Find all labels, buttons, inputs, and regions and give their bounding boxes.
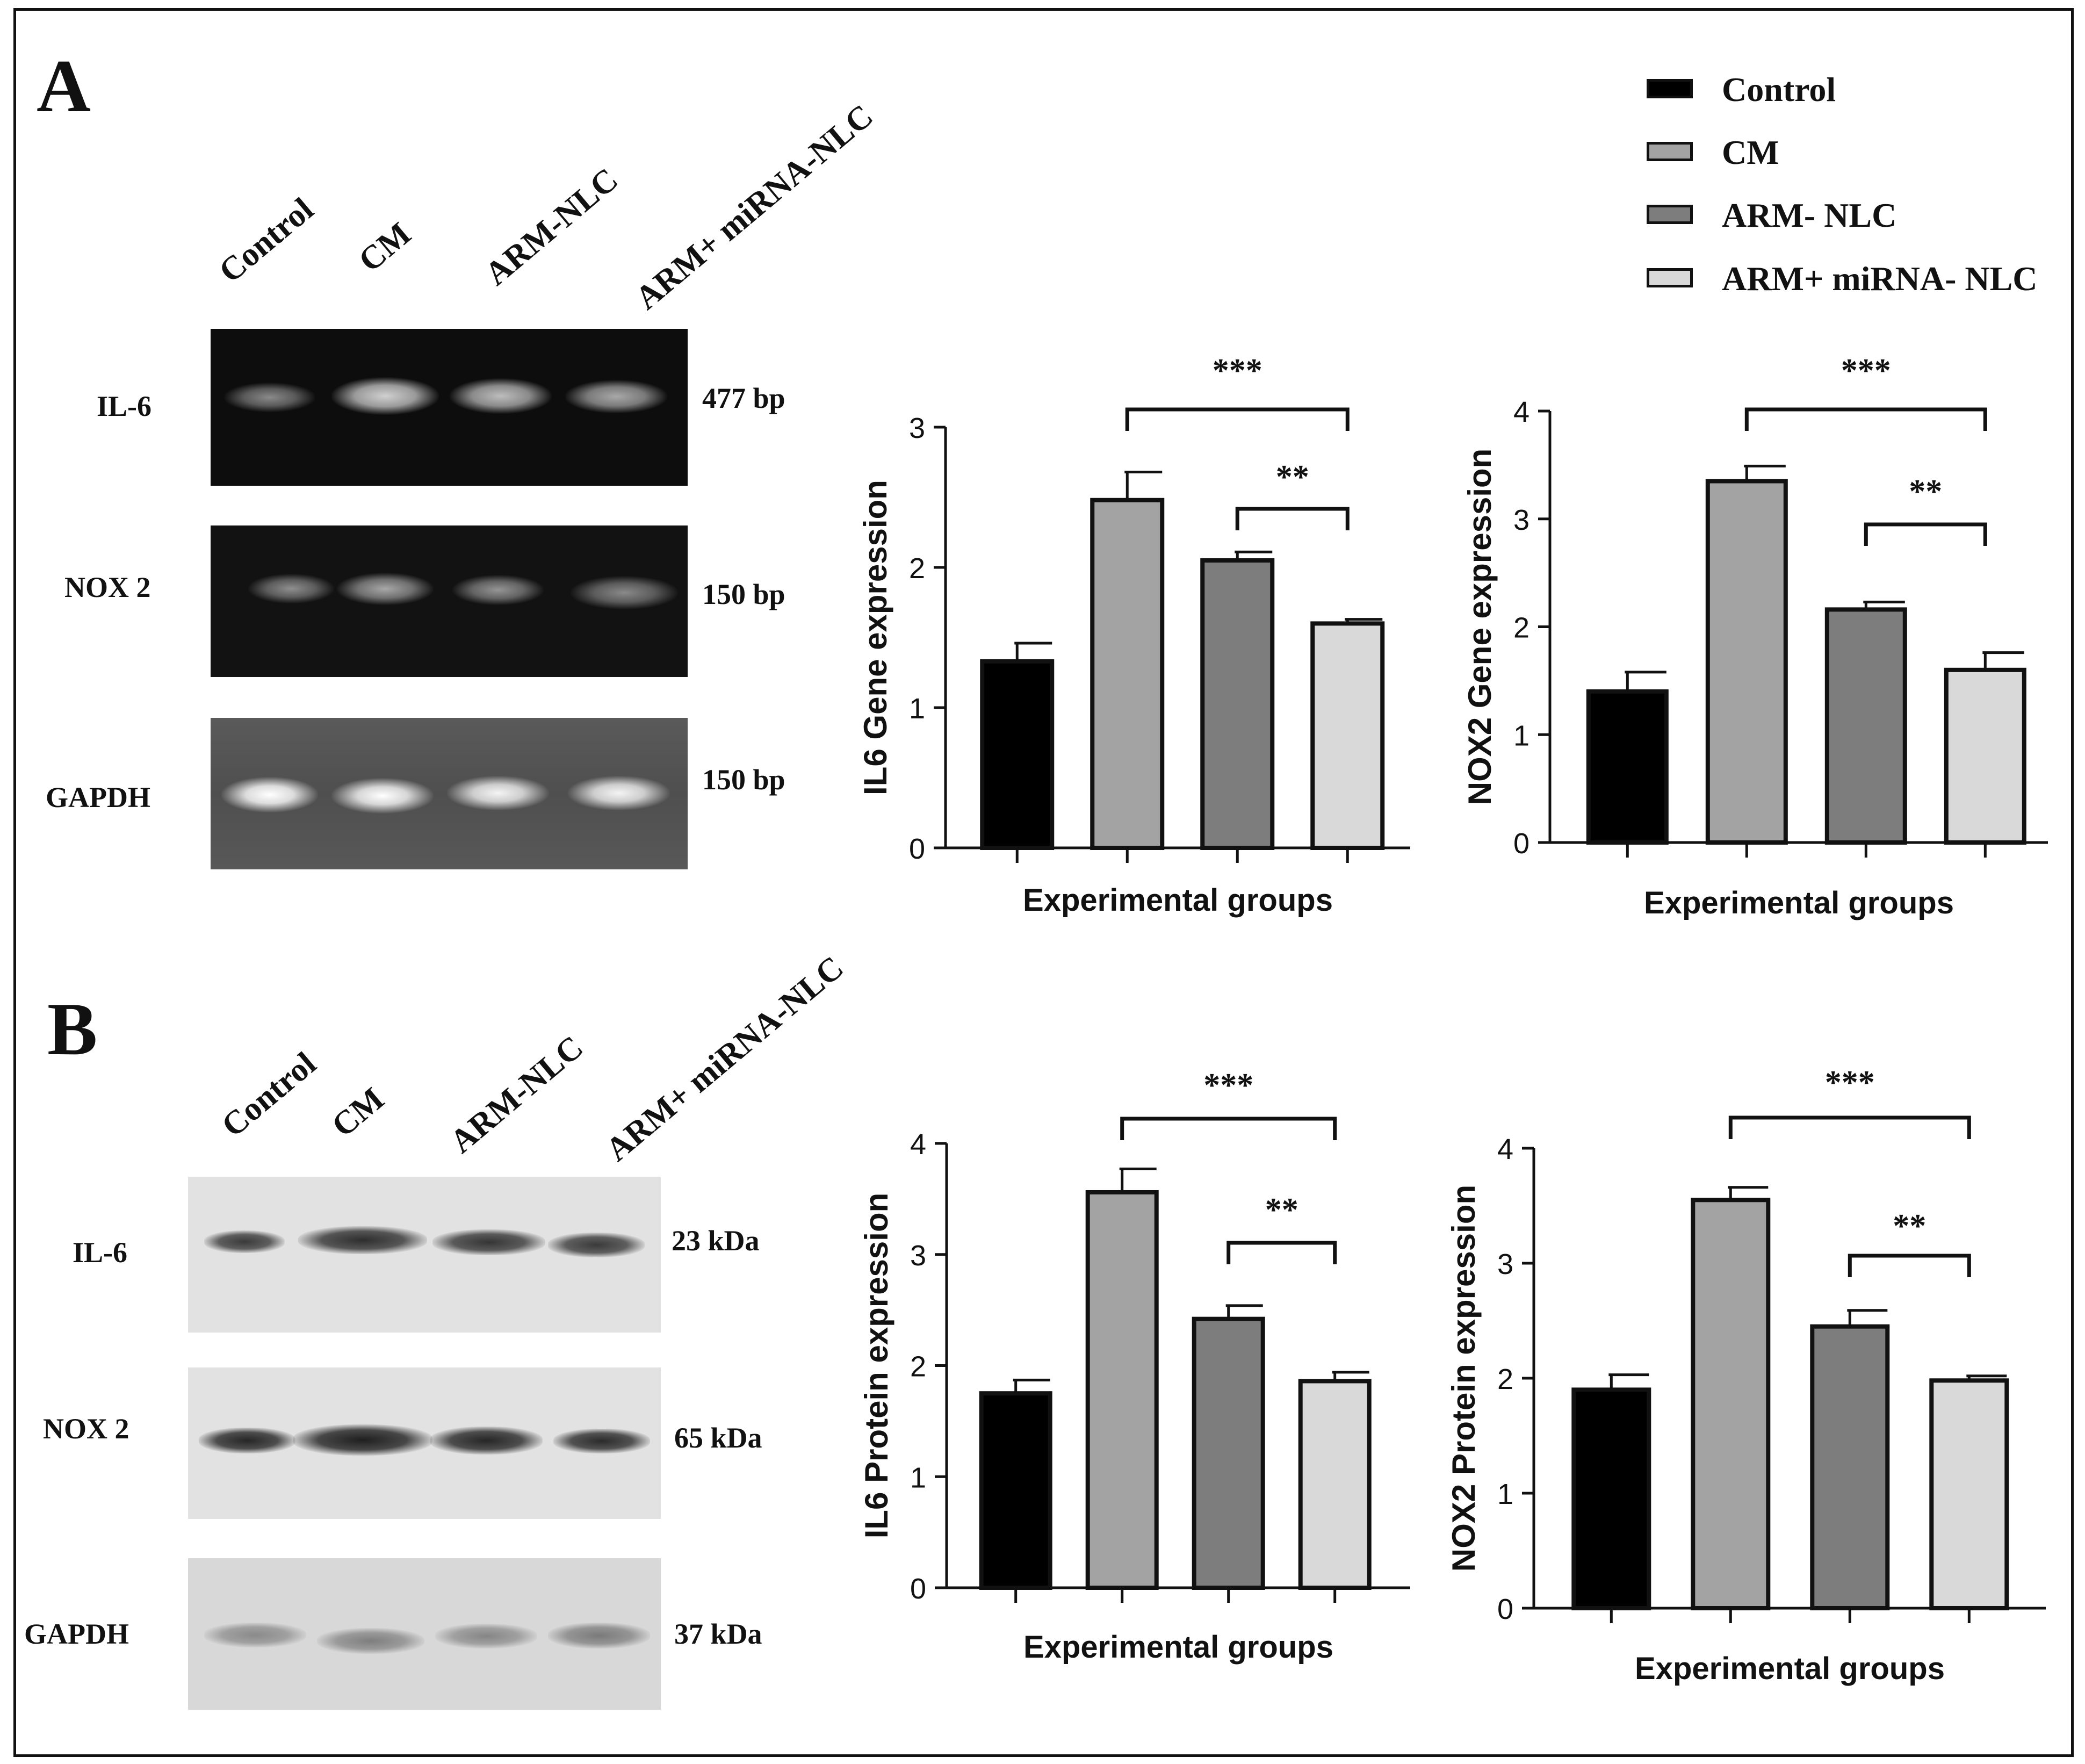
panel-b-blot-gapdh (188, 1558, 661, 1710)
significance-label: ** (1276, 459, 1309, 495)
panel-b-row-gapdh: GAPDH (24, 1618, 129, 1650)
y-axis-label: IL6 Gene expression (857, 480, 893, 795)
y-tick-label: 0 (910, 1573, 926, 1605)
significance-bracket (1864, 522, 1987, 546)
significance-bracket (1125, 407, 1350, 431)
legend-swatch (1647, 268, 1693, 287)
panel-a-row-gapdh: GAPDH (46, 781, 150, 813)
panel-b-row-nox2: NOX 2 (43, 1413, 129, 1445)
chart-2: 0 1 2 3 4 NOX2 Gene expression Experimental gr… (1462, 352, 2048, 920)
y-tick-label: 1 (909, 693, 925, 725)
y-axis-label: NOX2 Protein expression (1446, 1185, 1482, 1572)
bar (1200, 558, 1275, 850)
y-tick-label: 1 (1497, 1478, 1513, 1510)
panel-b-size-gapdh: 37 kDa (674, 1618, 762, 1650)
x-axis-label: Experimental groups (1023, 883, 1333, 918)
panel-a-size-nox2: 150 bp (702, 578, 785, 610)
x-axis-label: Experimental groups (1023, 1630, 1333, 1665)
significance-bracket (1227, 1241, 1337, 1264)
legend-swatch (1647, 79, 1693, 98)
y-tick-label: 2 (1497, 1363, 1513, 1395)
chart-1: 0 1 2 3 IL6 Gene expression Experimental grou… (857, 352, 1410, 918)
y-tick-label: 0 (909, 833, 925, 865)
panel-b-blot-il6 (188, 1177, 661, 1333)
y-tick-label: 3 (1497, 1248, 1513, 1280)
panel-b-size-il6: 23 kDa (672, 1225, 760, 1257)
bar (1929, 1378, 2009, 1611)
y-tick-label: 3 (909, 412, 925, 444)
bar (1944, 667, 2026, 845)
legend-label: CM (1722, 133, 1779, 171)
panel-a-row-nox2: NOX 2 (64, 571, 151, 603)
panel-b-row-il6: IL-6 (73, 1236, 128, 1269)
y-axis-label: IL6 Protein expression (858, 1193, 894, 1539)
y-tick-label: 2 (910, 1351, 926, 1383)
x-axis-label: Experimental groups (1635, 1651, 1945, 1686)
legend-swatch (1647, 142, 1693, 161)
significance-label: *** (1203, 1067, 1253, 1104)
legend-label: Control (1722, 70, 1836, 109)
figure-border (13, 8, 2074, 1757)
panel-b-blot-nox2 (188, 1367, 661, 1519)
panel-a-size-gapdh: 150 bp (702, 764, 785, 796)
chart-3: 0 1 2 3 4 IL6 Protein expression Experimental … (858, 1067, 1410, 1665)
bar (979, 1391, 1052, 1590)
legend-label: ARM- NLC (1722, 196, 1897, 234)
x-axis-label: Experimental groups (1644, 885, 1954, 920)
y-tick-label: 3 (910, 1240, 926, 1272)
panel-a-row-il6: IL-6 (97, 390, 152, 422)
panel-a-letter: A (37, 45, 91, 128)
y-tick-label: 0 (1497, 1593, 1513, 1625)
chart-4: 0 1 2 3 4 NOX2 Protein expression Experimental… (1446, 1064, 2046, 1686)
legend-swatch (1647, 205, 1693, 224)
significance-bracket (1728, 1115, 1971, 1139)
y-tick-label: 3 (1513, 504, 1530, 536)
significance-label: ** (1893, 1208, 1926, 1244)
y-tick-label: 0 (1513, 827, 1530, 860)
panel-a-gel-nox2 (211, 525, 688, 677)
y-tick-label: 1 (1513, 719, 1530, 752)
panel-b-letter: B (47, 988, 98, 1071)
bar (1090, 498, 1165, 850)
bar (1586, 689, 1669, 845)
y-tick-label: 2 (909, 552, 925, 585)
bar (1810, 1324, 1890, 1610)
bar (1310, 621, 1385, 851)
significance-label: ** (1909, 473, 1942, 510)
bar (1824, 607, 1907, 845)
panel-b-size-nox2: 65 kDa (674, 1422, 762, 1454)
y-tick-label: 1 (910, 1461, 926, 1494)
panel-a-gel-il6 (211, 329, 688, 486)
y-tick-label: 4 (910, 1128, 926, 1161)
bar (1705, 479, 1788, 845)
bar (1571, 1387, 1651, 1610)
bar (1085, 1190, 1159, 1590)
legend-label: ARM+ miRNA- NLC (1722, 260, 2038, 298)
y-axis-label: NOX2 Gene expression (1462, 449, 1498, 805)
significance-bracket (1744, 407, 1987, 431)
bar (1691, 1198, 1771, 1611)
y-tick-label: 2 (1513, 612, 1530, 644)
significance-bracket (1120, 1117, 1337, 1140)
bar (1192, 1316, 1265, 1590)
significance-label: ** (1265, 1192, 1298, 1228)
bar (1298, 1379, 1372, 1590)
y-tick-label: 4 (1513, 396, 1530, 428)
panel-a-gel-gapdh (211, 718, 688, 869)
significance-label: *** (1841, 352, 1891, 389)
panel-a-size-il6: 477 bp (702, 382, 785, 414)
y-tick-label: 4 (1497, 1133, 1513, 1165)
bar (980, 659, 1055, 850)
significance-bracket (1235, 507, 1350, 530)
significance-label: *** (1825, 1064, 1875, 1101)
significance-bracket (1848, 1254, 1971, 1277)
significance-label: *** (1213, 352, 1262, 389)
